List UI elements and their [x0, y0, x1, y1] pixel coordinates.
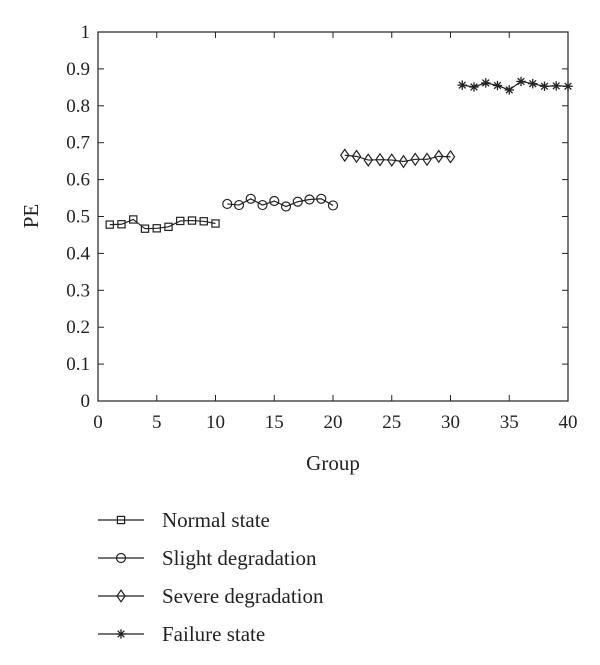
series-group	[105, 76, 573, 233]
data-point	[105, 220, 114, 229]
data-point	[481, 78, 491, 88]
data-point	[257, 199, 268, 211]
data-point	[339, 148, 350, 163]
x-tick-label: 5	[152, 412, 162, 433]
data-point	[292, 196, 303, 207]
data-point	[187, 216, 197, 225]
series-line	[462, 80, 569, 91]
data-point	[233, 199, 245, 211]
data-point	[422, 152, 432, 167]
y-tick-label: 0.8	[66, 96, 90, 117]
data-point	[386, 153, 397, 167]
data-point	[469, 82, 479, 92]
data-point	[129, 215, 138, 224]
legend: Normal state Slight degradation Severe deg…	[98, 508, 324, 646]
data-point	[551, 81, 561, 91]
x-axis-label: Group	[306, 451, 360, 475]
y-tick-label: 1	[81, 22, 91, 43]
data-point	[304, 194, 315, 205]
y-tick-label: 0.7	[66, 133, 90, 154]
data-point	[280, 201, 292, 212]
data-point	[211, 219, 220, 228]
x-tick-label: 35	[500, 412, 519, 433]
x-tick-label: 10	[206, 412, 225, 433]
data-point	[433, 149, 444, 164]
legend-marker	[116, 589, 126, 603]
legend-label: Severe degradation	[162, 584, 324, 608]
y-tick-label: 0.3	[66, 280, 90, 301]
data-point	[316, 193, 327, 204]
data-point	[117, 220, 126, 229]
legend-marker	[115, 552, 127, 564]
data-point	[176, 216, 185, 226]
legend-label: Normal state	[162, 508, 270, 532]
data-point	[492, 80, 503, 91]
legend-marker	[116, 515, 126, 525]
y-axis-label: PE	[19, 204, 43, 229]
data-point	[222, 198, 233, 210]
data-point	[539, 81, 550, 91]
axis-ticks: 0 5 10 15 20 25 30 35 40 0 0.1 0.2 0.3 0.4 0.5 0.6 0.7 0.…	[66, 22, 577, 433]
x-tick-label: 25	[382, 412, 401, 433]
y-tick-label: 0.9	[66, 59, 90, 80]
data-point	[327, 200, 339, 211]
series-line	[344, 154, 451, 163]
y-tick-label: 0.5	[66, 207, 90, 228]
data-point	[269, 195, 280, 207]
data-point	[140, 224, 150, 233]
x-tick-label: 40	[559, 412, 578, 433]
data-point	[351, 149, 362, 164]
x-tick-label: 20	[324, 412, 343, 433]
x-tick-label: 30	[441, 412, 460, 433]
y-tick-label: 0.1	[66, 354, 90, 375]
x-tick-label: 15	[265, 412, 284, 433]
data-point	[528, 78, 538, 89]
data-point	[445, 149, 456, 164]
data-point	[504, 85, 514, 95]
series-line	[227, 198, 334, 208]
data-point	[164, 222, 173, 232]
data-point	[563, 81, 573, 91]
data-point	[410, 152, 421, 167]
data-point	[398, 154, 409, 169]
y-tick-label: 0.2	[66, 317, 90, 338]
data-point	[245, 193, 256, 204]
data-point	[457, 80, 467, 90]
x-tick-label: 0	[93, 412, 103, 433]
y-tick-label: 0	[81, 391, 91, 412]
data-point	[363, 153, 374, 167]
legend-label: Failure state	[162, 622, 265, 646]
y-tick-label: 0.4	[66, 243, 90, 264]
series-line	[109, 218, 216, 230]
y-tick-label: 0.6	[66, 170, 90, 191]
data-point	[516, 76, 526, 87]
data-point	[375, 152, 385, 167]
data-point	[199, 217, 208, 226]
data-point	[152, 224, 161, 233]
legend-label: Slight degradation	[162, 546, 317, 570]
legend-marker	[116, 629, 126, 639]
